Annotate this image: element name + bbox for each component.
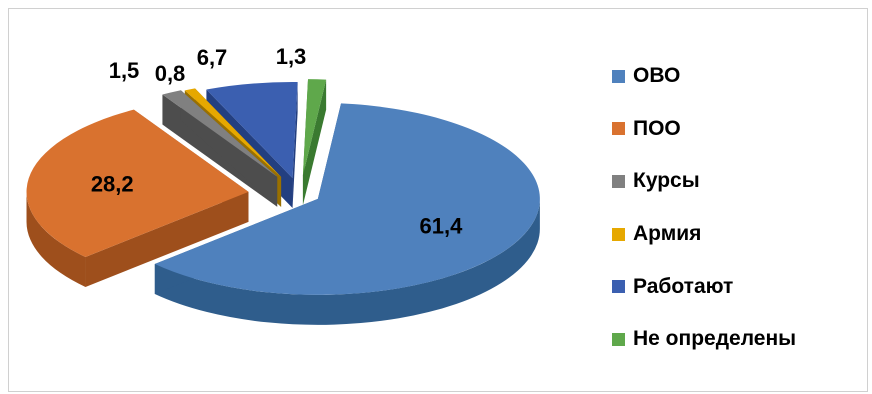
legend-swatch	[612, 174, 625, 188]
legend-swatch	[612, 122, 625, 136]
legend-swatch	[612, 227, 625, 241]
pie-slice-4	[184, 88, 282, 177]
chart-frame	[8, 8, 868, 392]
pie-slice-2	[26, 109, 249, 257]
legend-swatch	[612, 280, 625, 294]
pie-slice-5	[206, 82, 298, 179]
data-label: 1,3	[276, 44, 307, 69]
legend-label: Армия	[633, 222, 702, 246]
pie-chart: 61,4 28,2 1,5 0,8 6,7 1,3	[26, 44, 540, 325]
legend-item-poo: ПОО	[612, 103, 796, 156]
data-label: 6,7	[197, 45, 228, 70]
legend-item-ne-opredeleny: Не определены	[612, 313, 796, 366]
data-label: 0,8	[155, 61, 186, 86]
pie-slice-rim	[26, 191, 86, 287]
legend-swatch	[612, 332, 625, 346]
pie-slice-6	[302, 79, 327, 176]
legend-item-kursy: Курсы	[612, 155, 796, 208]
legend-label: ОВО	[633, 64, 681, 88]
legend-item-armiya: Армия	[612, 208, 796, 261]
legend-item-ovo: ОВО	[612, 50, 796, 103]
legend-label: ПОО	[633, 116, 681, 140]
legend-label: Курсы	[633, 169, 700, 193]
legend-label: Работают	[633, 274, 734, 298]
pie-slice-1	[154, 103, 540, 295]
pie-slice-rim	[154, 198, 540, 325]
pie-slice-wall	[292, 82, 298, 209]
pie-tops	[26, 79, 540, 295]
legend-label: Не определены	[633, 327, 797, 351]
legend-swatch	[612, 69, 625, 83]
data-label: 1,5	[109, 58, 140, 83]
legend: ОВО ПОО Курсы Армия Работают Не определе…	[612, 50, 796, 366]
pie-slice-3	[162, 90, 278, 177]
pie-slice-wall	[85, 191, 249, 287]
data-label: 61,4	[420, 214, 464, 239]
pie-slice-wall	[302, 79, 327, 206]
data-label: 28,2	[91, 171, 134, 196]
legend-item-rabotayut: Работают	[612, 260, 796, 313]
pie-data-labels: 61,4 28,2 1,5 0,8 6,7 1,3	[91, 44, 463, 239]
